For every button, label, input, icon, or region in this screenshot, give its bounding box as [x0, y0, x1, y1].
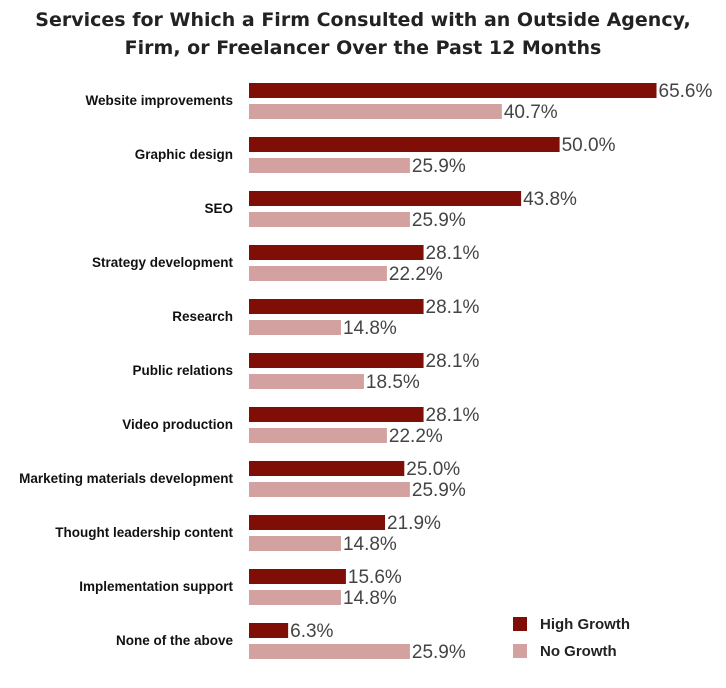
no-growth-bar [249, 320, 341, 335]
no-growth-bar [249, 104, 502, 119]
high-growth-bar [249, 407, 424, 422]
category-label: Public relations [132, 363, 233, 378]
category-label: Video production [122, 417, 233, 432]
no-growth-bar [249, 644, 410, 659]
category-label: Graphic design [135, 147, 233, 162]
high-growth-bar [249, 623, 289, 638]
chart-title-line-1: Services for Which a Firm Consulted with… [35, 9, 691, 31]
no-growth-bar [249, 158, 410, 173]
high-growth-bar [249, 191, 522, 206]
no-growth-value-label: 22.2% [389, 264, 443, 285]
high-growth-value-label: 28.1% [426, 351, 480, 372]
high-growth-value-label: 50.0% [562, 135, 616, 156]
high-growth-value-label: 43.8% [523, 189, 577, 210]
high-growth-bar [249, 353, 424, 368]
no-growth-bar [249, 428, 387, 443]
no-growth-value-label: 25.9% [412, 480, 466, 501]
high-growth-value-label: 15.6% [348, 567, 402, 588]
legend-swatch [513, 644, 527, 658]
high-growth-value-label: 28.1% [426, 243, 480, 264]
legend-label: High Growth [540, 616, 630, 633]
high-growth-value-label: 65.6% [659, 81, 713, 102]
no-growth-bar [249, 212, 410, 227]
no-growth-value-label: 22.2% [389, 426, 443, 447]
high-growth-bar [249, 245, 424, 260]
category-label: Thought leadership content [55, 525, 233, 540]
no-growth-bar [249, 374, 364, 389]
no-growth-value-label: 14.8% [343, 534, 397, 555]
chart-title: Services for Which a Firm Consulted with… [0, 6, 726, 62]
no-growth-value-label: 25.9% [412, 210, 466, 231]
no-growth-bar [249, 536, 341, 551]
no-growth-value-label: 40.7% [504, 102, 558, 123]
category-label: Implementation support [79, 579, 233, 594]
no-growth-value-label: 25.9% [412, 642, 466, 663]
no-growth-value-label: 18.5% [366, 372, 420, 393]
category-label: None of the above [116, 633, 234, 648]
high-growth-value-label: 25.0% [406, 459, 460, 480]
high-growth-value-label: 28.1% [426, 405, 480, 426]
no-growth-value-label: 14.8% [343, 588, 397, 609]
high-growth-value-label: 21.9% [387, 513, 441, 534]
high-growth-bar [249, 137, 560, 152]
no-growth-value-label: 25.9% [412, 156, 466, 177]
high-growth-value-label: 28.1% [426, 297, 480, 318]
high-growth-value-label: 6.3% [290, 621, 333, 642]
category-label: Website improvements [85, 93, 233, 108]
no-growth-bar [249, 482, 410, 497]
high-growth-bar [249, 569, 346, 584]
high-growth-bar [249, 515, 386, 530]
no-growth-value-label: 14.8% [343, 318, 397, 339]
high-growth-bar [249, 299, 424, 314]
legend-label: No Growth [540, 643, 617, 660]
no-growth-bar [249, 590, 341, 605]
category-label: Marketing materials development [19, 471, 233, 486]
category-label: Research [172, 309, 233, 324]
legend-swatch [513, 617, 527, 631]
high-growth-bar [249, 461, 405, 476]
chart-title-line-2: Firm, or Freelancer Over the Past 12 Mon… [124, 37, 602, 59]
category-label: Strategy development [92, 255, 234, 270]
high-growth-bar [249, 83, 657, 98]
category-label: SEO [204, 201, 233, 216]
no-growth-bar [249, 266, 387, 281]
